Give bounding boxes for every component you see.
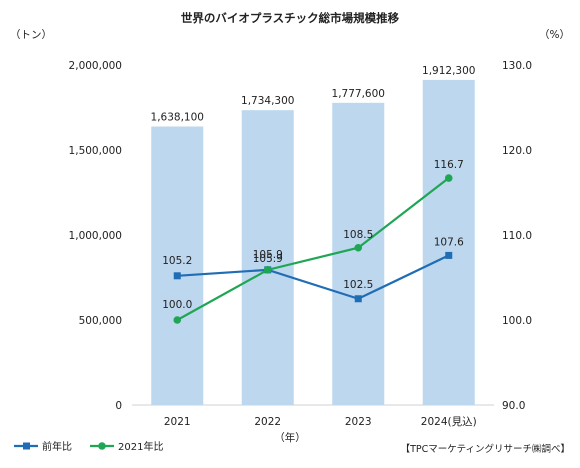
right-tick-label: 120.0	[502, 145, 532, 157]
category-label: 2021	[164, 416, 191, 428]
series-data-label: 108.5	[343, 229, 373, 241]
legend-label: 2021年比	[118, 440, 163, 453]
plot-area: 0 500,000 1,000,000 1,500,000 2,000,000 90.0 1…	[69, 60, 533, 428]
left-tick-label: 500,000	[79, 315, 122, 327]
series-point	[354, 243, 363, 252]
legend-marker	[98, 442, 106, 450]
x-axis-label: （年）	[274, 431, 306, 444]
series-data-label: 107.6	[434, 236, 464, 248]
right-axis-unit: （%）	[539, 29, 570, 41]
series-data-label: 102.5	[343, 279, 373, 291]
legend-marker	[23, 442, 30, 450]
series-data-label: 105.9	[253, 253, 283, 265]
category-label: 2023	[345, 416, 372, 428]
series-data-label: 105.2	[162, 255, 192, 267]
left-axis-unit: （トン）	[10, 29, 52, 41]
left-tick-label: 1,000,000	[69, 230, 122, 242]
left-tick-label: 2,000,000	[69, 60, 122, 72]
bar	[241, 110, 294, 405]
series-data-label: 100.0	[162, 299, 192, 311]
series-point	[173, 272, 181, 280]
series-point	[445, 251, 453, 259]
category-label: 2024(見込)	[421, 416, 477, 428]
series-point	[263, 266, 272, 274]
right-tick-label: 90.0	[502, 400, 525, 412]
bar-value-label: 1,777,600	[332, 88, 385, 100]
bar-value-label: 1,734,300	[241, 95, 294, 107]
series-line	[177, 254, 450, 300]
right-tick-label: 130.0	[502, 60, 532, 72]
legend-label: 前年比	[42, 440, 72, 453]
series-line	[176, 177, 450, 321]
series-data-label: 105.9	[253, 249, 283, 261]
series-point	[444, 174, 453, 182]
source-note: 【TPCマーケティングリサーチ㈱調べ】	[401, 443, 570, 455]
left-tick-label: 1,500,000	[69, 145, 122, 157]
chart-title: 世界のバイオプラスチック総市場規模推移	[181, 11, 400, 25]
bar-value-label: 1,912,300	[422, 65, 475, 77]
category-label: 2022	[254, 416, 281, 428]
series-data-label: 116.7	[434, 159, 464, 171]
right-tick-label: 110.0	[502, 230, 532, 242]
left-tick-label: 0	[115, 400, 122, 412]
bar	[332, 102, 385, 406]
right-tick-label: 100.0	[502, 315, 532, 327]
bar	[151, 126, 204, 405]
bar-value-label: 1,638,100	[151, 112, 204, 124]
legend: 前年比 2021年比	[14, 440, 163, 453]
bar	[422, 79, 475, 405]
series-point	[354, 295, 362, 303]
series-point	[173, 316, 182, 324]
